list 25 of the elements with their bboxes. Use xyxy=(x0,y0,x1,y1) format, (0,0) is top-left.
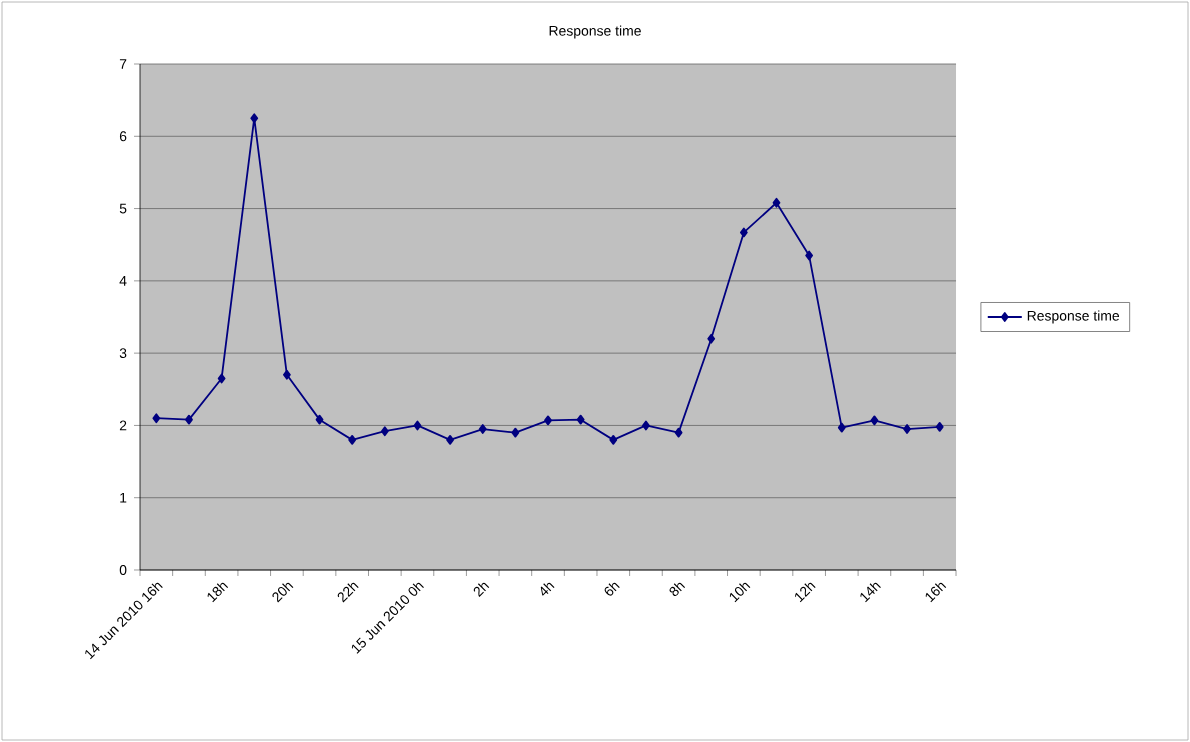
point xyxy=(609,434,618,445)
point xyxy=(478,424,487,434)
point xyxy=(642,420,650,431)
point xyxy=(446,434,454,445)
point xyxy=(250,113,259,124)
point xyxy=(805,250,814,261)
point xyxy=(674,427,683,438)
point xyxy=(870,415,879,426)
point xyxy=(544,415,552,426)
point xyxy=(739,227,748,238)
point xyxy=(380,426,389,437)
point xyxy=(772,197,781,208)
point xyxy=(217,373,226,384)
point xyxy=(413,420,422,431)
point xyxy=(576,414,585,425)
point xyxy=(935,421,944,432)
point xyxy=(903,424,911,434)
point xyxy=(185,414,193,425)
point xyxy=(837,422,846,433)
point xyxy=(348,434,357,445)
point xyxy=(152,413,161,424)
point xyxy=(282,369,291,380)
point xyxy=(315,414,324,425)
point xyxy=(707,333,716,344)
point xyxy=(511,427,520,438)
